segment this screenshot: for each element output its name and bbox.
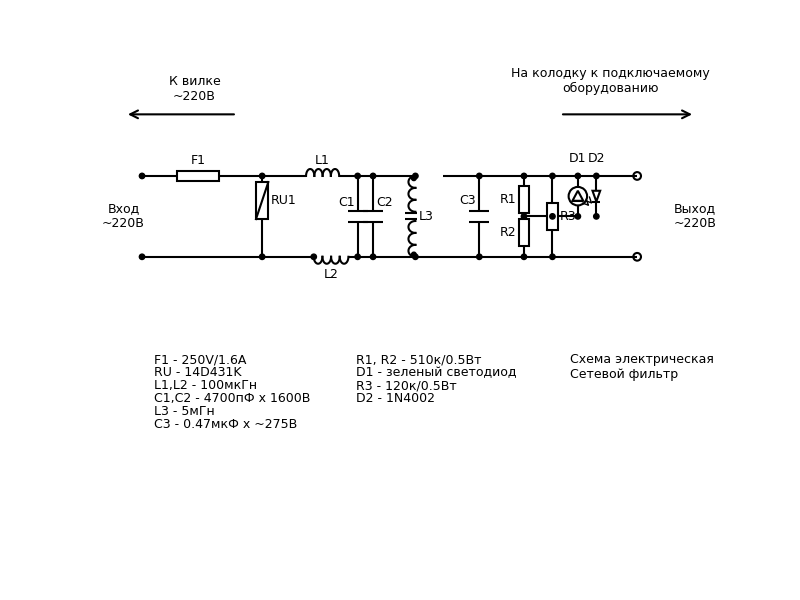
Circle shape <box>139 254 145 259</box>
Circle shape <box>311 254 317 259</box>
Text: RU1: RU1 <box>270 194 296 207</box>
Circle shape <box>411 252 416 257</box>
Circle shape <box>522 214 526 219</box>
Bar <box>518 220 530 247</box>
Circle shape <box>550 173 555 179</box>
Text: R2: R2 <box>500 226 516 239</box>
Polygon shape <box>573 191 583 201</box>
Circle shape <box>413 173 418 179</box>
Circle shape <box>355 173 360 179</box>
Text: D2 - 1N4002: D2 - 1N4002 <box>356 392 435 406</box>
Text: C2: C2 <box>376 196 393 209</box>
Circle shape <box>370 173 376 179</box>
Circle shape <box>259 254 265 259</box>
Circle shape <box>575 214 581 219</box>
Text: R3 - 120к/0.5Вт: R3 - 120к/0.5Вт <box>356 379 457 392</box>
Text: L2: L2 <box>324 268 338 281</box>
Text: Схема электрическая
Сетевой фильтр: Схема электрическая Сетевой фильтр <box>570 353 714 381</box>
Bar <box>518 187 530 213</box>
Circle shape <box>594 173 599 179</box>
Circle shape <box>413 254 418 259</box>
Text: С3 - 0.47мкФ х ~275В: С3 - 0.47мкФ х ~275В <box>154 419 298 431</box>
Circle shape <box>522 254 526 259</box>
Circle shape <box>477 254 482 259</box>
Text: RU - 14D431K: RU - 14D431K <box>154 366 242 379</box>
Bar <box>256 182 268 219</box>
Circle shape <box>522 173 526 179</box>
Text: К вилке
~220В: К вилке ~220В <box>169 75 220 103</box>
Polygon shape <box>593 191 600 202</box>
Text: На колодку к подключаемому
оборудованию: На колодку к подключаемому оборудованию <box>511 67 710 95</box>
Bar <box>547 203 558 230</box>
Text: D1: D1 <box>569 152 586 165</box>
Text: R1, R2 - 510к/0.5Вт: R1, R2 - 510к/0.5Вт <box>356 353 482 366</box>
Text: R3: R3 <box>560 210 577 223</box>
Circle shape <box>550 254 555 259</box>
Circle shape <box>594 214 599 219</box>
Text: R1: R1 <box>500 193 516 206</box>
Circle shape <box>355 254 360 259</box>
Circle shape <box>575 173 581 179</box>
Text: F1 - 250V/1.6A: F1 - 250V/1.6A <box>154 353 246 366</box>
Text: F1: F1 <box>190 154 206 167</box>
Text: С1,С2 - 4700пФ х 1600В: С1,С2 - 4700пФ х 1600В <box>154 392 310 406</box>
Text: C1: C1 <box>338 196 354 209</box>
Text: L1: L1 <box>315 154 330 167</box>
Text: D2: D2 <box>587 152 605 165</box>
Circle shape <box>370 254 376 259</box>
Text: L3 - 5мГн: L3 - 5мГн <box>154 406 215 418</box>
Circle shape <box>139 173 145 179</box>
Circle shape <box>550 214 555 219</box>
Circle shape <box>411 176 416 181</box>
Circle shape <box>259 173 265 179</box>
Text: Вход
~220В: Вход ~220В <box>102 202 145 230</box>
Text: L1,L2 - 100мкГн: L1,L2 - 100мкГн <box>154 379 258 392</box>
Text: L3: L3 <box>419 210 434 223</box>
Circle shape <box>477 173 482 179</box>
Text: Выход
~220В: Выход ~220В <box>674 202 716 230</box>
Text: C3: C3 <box>459 194 476 208</box>
Text: D1 - зеленый светодиод: D1 - зеленый светодиод <box>356 366 517 379</box>
Bar <box>178 170 219 181</box>
